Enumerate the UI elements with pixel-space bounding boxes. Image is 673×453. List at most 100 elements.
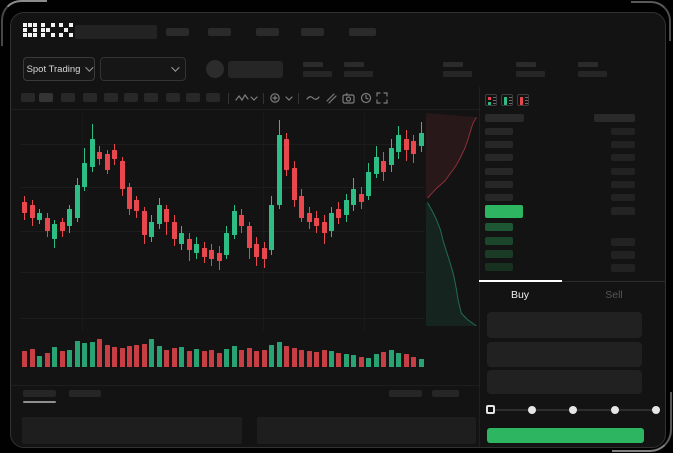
chevron-down-icon[interactable] [285, 92, 293, 104]
volume-bar [112, 347, 118, 367]
toolbar-item-placeholder[interactable] [166, 93, 180, 102]
candle-body [171, 222, 177, 240]
candle-body [74, 184, 80, 218]
candle-body [314, 217, 320, 227]
panel-divider [479, 87, 480, 447]
toolbar-item-placeholder[interactable] [144, 93, 158, 102]
candlestick-chart[interactable] [21, 113, 425, 331]
slider-stop[interactable] [569, 406, 577, 414]
candle-body [112, 150, 118, 159]
bid-row-amount-placeholder [611, 251, 635, 259]
bid-row-price-placeholder[interactable] [485, 250, 513, 258]
candle-body [52, 224, 58, 240]
candle-body [306, 213, 312, 222]
price-input-placeholder[interactable] [487, 312, 642, 338]
book-asks-icon[interactable] [517, 94, 529, 106]
candle-body [156, 204, 162, 225]
volume-bar [209, 350, 215, 367]
volume-bars [21, 337, 425, 367]
total-input-placeholder[interactable] [487, 370, 642, 394]
candle-body [29, 204, 35, 218]
stat-label-placeholder [516, 62, 536, 67]
ask-row-price-placeholder[interactable] [485, 154, 513, 162]
market-type-selector[interactable]: Spot Trading [23, 57, 95, 81]
nav-item-placeholder[interactable] [256, 28, 279, 36]
volume-bar [388, 350, 394, 367]
chevron-down-icon[interactable] [250, 92, 258, 104]
book-both-icon[interactable] [485, 94, 497, 106]
ask-row-price-placeholder[interactable] [485, 167, 513, 175]
candle-body [179, 232, 185, 244]
volume-bar [82, 343, 88, 367]
stat-label-placeholder [443, 62, 463, 67]
tab-sell[interactable]: Sell [605, 289, 623, 301]
nav-item-placeholder[interactable] [166, 28, 189, 36]
bottom-action-placeholder[interactable] [432, 390, 459, 397]
nav-item-placeholder[interactable] [349, 28, 376, 36]
ask-row-price-placeholder[interactable] [485, 180, 513, 188]
toolbar-item-placeholder[interactable] [21, 93, 35, 102]
toolbar-item-placeholder[interactable] [206, 93, 220, 102]
ask-row-price-placeholder[interactable] [485, 128, 513, 135]
line-style-icon[interactable] [235, 92, 249, 104]
pair-selector-dropdown[interactable] [100, 57, 186, 81]
fullscreen-icon[interactable] [376, 92, 388, 104]
amount-input-placeholder[interactable] [487, 342, 642, 367]
bottom-content-placeholder [257, 417, 476, 444]
ask-row-amount-placeholder [611, 128, 635, 135]
slider-stop[interactable] [610, 406, 619, 414]
toolbar-item-placeholder[interactable] [104, 93, 118, 102]
toolbar-item-placeholder[interactable] [39, 93, 53, 102]
bottom-tab-underline [23, 401, 56, 403]
clock-icon[interactable] [360, 92, 372, 104]
okx-logo[interactable] [23, 23, 73, 38]
nav-item-placeholder[interactable] [301, 28, 324, 36]
volume-bar [44, 352, 50, 367]
camera-icon[interactable] [342, 92, 355, 104]
candle-body [418, 132, 424, 146]
depth-chart [426, 113, 478, 326]
slider-handle[interactable] [485, 405, 495, 414]
bid-row-price-placeholder[interactable] [485, 237, 513, 245]
volume-bar [328, 350, 334, 367]
candle-body [104, 154, 110, 170]
bottom-tab-placeholder[interactable] [69, 390, 101, 397]
stat-value-placeholder [516, 71, 545, 77]
volume-bar [201, 351, 207, 367]
ask-row-price-placeholder[interactable] [485, 141, 513, 149]
toolbar-item-placeholder[interactable] [83, 93, 97, 102]
nav-item-placeholder[interactable] [208, 28, 231, 36]
header-search-placeholder[interactable] [75, 25, 157, 39]
candle-body [343, 200, 349, 216]
candle-body [134, 200, 140, 212]
buy-button[interactable] [487, 428, 644, 443]
tab-buy[interactable]: Buy [510, 289, 530, 301]
volume-bar [119, 348, 125, 367]
indicators-icon[interactable] [269, 92, 281, 104]
candle-body [141, 211, 147, 236]
stat-label-placeholder [303, 62, 323, 67]
book-bids-icon[interactable] [501, 94, 513, 106]
toolbar-item-placeholder[interactable] [124, 93, 138, 102]
bottom-action-placeholder[interactable] [389, 390, 422, 397]
ask-row-price-placeholder[interactable] [485, 194, 513, 201]
toolbar-item-placeholder[interactable] [61, 93, 75, 102]
candle-body [126, 187, 132, 209]
bid-row-price-placeholder[interactable] [485, 223, 513, 231]
gridline [81, 113, 83, 331]
logo-letter [41, 23, 55, 37]
bottom-tab-active-placeholder[interactable] [23, 390, 56, 397]
toolbar-item-placeholder[interactable] [186, 93, 200, 102]
slider-stop[interactable] [652, 406, 660, 414]
volume-bar [269, 344, 275, 367]
candle-body [411, 141, 417, 155]
volume-bar [37, 355, 43, 367]
bid-row-price-placeholder[interactable] [485, 263, 513, 271]
wave-icon[interactable] [306, 92, 320, 104]
slider-stop[interactable] [527, 406, 536, 414]
gridline [21, 187, 425, 189]
volume-bar [418, 358, 424, 367]
measure-icon[interactable] [325, 92, 337, 104]
candle-body [261, 248, 267, 260]
volume-bar [254, 351, 260, 367]
